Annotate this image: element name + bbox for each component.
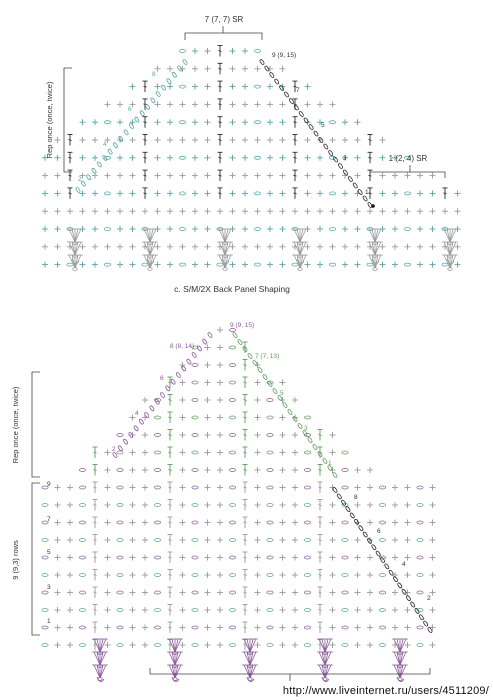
top-row-label-3: 3: [343, 155, 347, 162]
left-row-number-7: 7: [47, 516, 51, 523]
top-row-label-7: 7: [296, 87, 300, 94]
left-row-number-9: 9: [47, 481, 51, 488]
top-row-label-6: 6: [128, 106, 132, 113]
bottom-right-row-label-7: 7 (7, 13): [255, 353, 279, 360]
top-row-label-9: 9 (9, 15): [272, 52, 296, 59]
right-row-number-6: 6: [377, 528, 381, 535]
bottom-right-row-label-5: 5: [280, 390, 284, 397]
right-row-number-4: 4: [402, 561, 406, 568]
bottom-left-row-label-8: 8 (8, 14): [170, 343, 194, 350]
top-chart-annotations: 7 (7, 7) SR 1 (2, 4) SR Rep once (once, …: [45, 15, 446, 294]
top-row-label-8: 8: [152, 71, 156, 78]
top-row-label-2: 2: [78, 176, 82, 183]
bottom-right-row-label-1: 1: [328, 460, 332, 467]
bottom-right-row-label-3: 3: [304, 425, 308, 432]
bottom-side-label-top: Rep once (once, twice): [11, 386, 20, 463]
left-row-number-3: 3: [47, 584, 51, 591]
bottom-left-row-label-4: 4: [135, 410, 139, 417]
left-row-number-1: 1: [47, 618, 51, 625]
left-row-number-5: 5: [47, 549, 51, 556]
top-side-label: Rep once (once, twice): [45, 81, 54, 158]
chart-caption: c. S/M/2X Back Panel Shaping: [174, 284, 290, 294]
bottom-chart-annotations: 9 (9, 15) 8 (8, 14) 6 4 2 7 (7, 13) 5 3 …: [11, 322, 431, 681]
bottom-left-row-label-6: 6: [160, 375, 164, 382]
top-row-label-1: 1: [365, 189, 369, 196]
top-chart-stitch-grid: [42, 45, 461, 271]
right-row-number-2: 2: [427, 595, 431, 602]
top-bracket-label: 7 (7, 7) SR: [205, 15, 244, 24]
source-watermark: http://www.liveinternet.ru/users/4511209…: [282, 685, 489, 697]
bottom-chart-stitch-grid: [41, 327, 436, 682]
bottom-left-row-label-2: 2: [112, 446, 116, 453]
top-row-label-5: 5: [321, 122, 325, 129]
top-row-label-4: 4: [103, 141, 107, 148]
bottom-top-row-label: 9 (9, 15): [230, 322, 254, 329]
right-row-number-8: 8: [354, 494, 358, 501]
right-bracket-label: 1 (2, 4) SR: [389, 154, 428, 163]
bottom-side-label-bottom: 9 (9,3) rows: [11, 540, 20, 580]
